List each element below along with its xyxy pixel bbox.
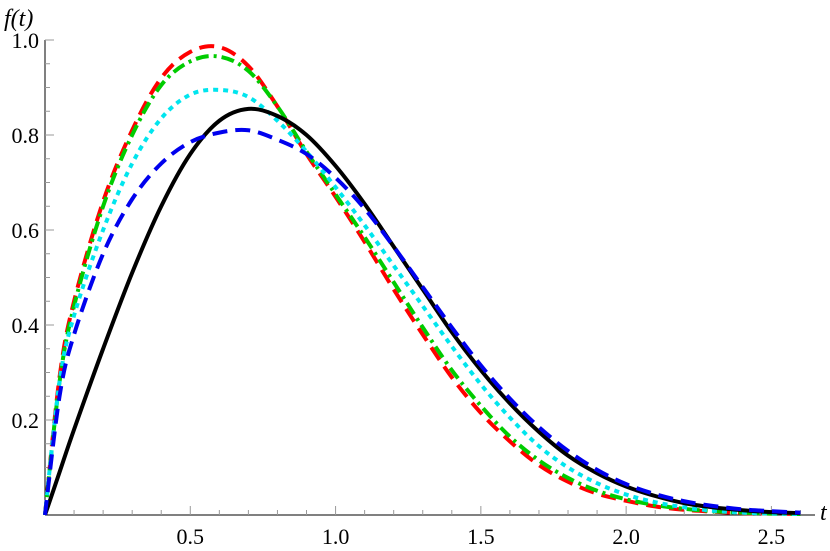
y-axis-label: f(t) [4, 6, 33, 32]
x-tick-label: 1.0 [322, 524, 350, 549]
series-line-3 [43, 87, 801, 517]
x-tick-label: 2.5 [758, 524, 786, 549]
y-tick-label: 1.0 [12, 28, 40, 53]
x-axis-label: t [820, 500, 828, 526]
x-tick-label: 2.0 [612, 524, 640, 549]
y-ticks: 0.2 0.4 0.6 0.8 1.0 [12, 28, 54, 492]
y-tick-label: 0.2 [12, 408, 40, 433]
y-tick-label: 0.8 [12, 123, 40, 148]
series-line-1 [43, 44, 801, 517]
y-tick-label: 0.4 [12, 313, 40, 338]
axes: 0.5 1.0 1.5 2.0 2.5 0.2 0.4 0.6 0.8 1.0 t f(t) [4, 6, 828, 549]
x-tick-label: 1.5 [467, 524, 495, 549]
series-line-2 [43, 54, 801, 517]
series-line-4 [43, 106, 801, 516]
series-line-5 [43, 127, 801, 516]
series-group [43, 44, 801, 517]
x-ticks: 0.5 1.0 1.5 2.0 2.5 [73, 506, 801, 549]
y-tick-label: 0.6 [12, 218, 40, 243]
x-tick-label: 0.5 [177, 524, 205, 549]
